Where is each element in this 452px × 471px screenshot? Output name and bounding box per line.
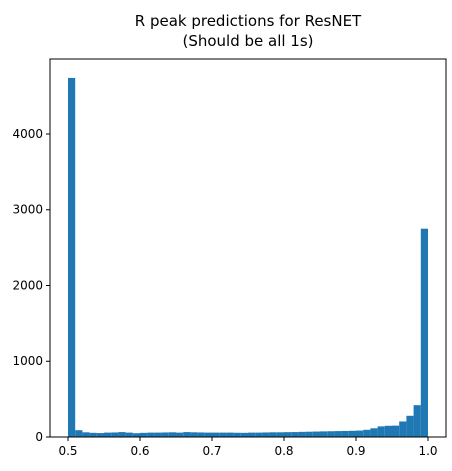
- histogram-bar: [240, 432, 248, 437]
- histogram-bar: [233, 432, 241, 437]
- x-tick-label: 0.6: [130, 444, 149, 458]
- histogram-bar: [168, 432, 176, 437]
- y-tick-label: 3000: [12, 203, 43, 217]
- histogram-bar: [327, 431, 335, 437]
- y-tick-label: 4000: [12, 127, 43, 141]
- histogram-bar: [291, 432, 299, 437]
- chart-title-line-2: (Should be all 1s): [182, 32, 313, 50]
- histogram-bar: [154, 432, 162, 437]
- plot-frame: [49, 58, 447, 438]
- histogram-bar: [190, 432, 198, 437]
- histogram-bars: [68, 77, 428, 438]
- histogram-bar: [305, 431, 313, 437]
- histogram-bar: [320, 431, 328, 437]
- histogram-bar: [413, 405, 421, 437]
- y-tick-label: 2000: [12, 278, 43, 292]
- histogram-bar: [298, 431, 306, 437]
- histogram-bar: [111, 432, 119, 437]
- histogram-bar: [197, 432, 205, 437]
- histogram-bar: [284, 432, 292, 437]
- histogram-bar: [312, 431, 320, 437]
- histogram-bar: [255, 432, 263, 437]
- x-tick-label: 0.5: [58, 444, 77, 458]
- histogram-bar: [334, 431, 342, 437]
- histogram-bar: [125, 432, 133, 437]
- histogram-bar: [363, 429, 371, 437]
- histogram-bar: [183, 432, 191, 437]
- histogram-bar: [269, 432, 277, 437]
- histogram-bar: [132, 433, 140, 437]
- x-tick-label: 1.0: [418, 444, 437, 458]
- histogram-bar: [96, 433, 104, 437]
- x-tick-label: 0.8: [274, 444, 293, 458]
- histogram-bar: [82, 432, 90, 437]
- histogram-bar: [89, 432, 97, 437]
- histogram-bar: [392, 425, 400, 437]
- histogram-bar: [262, 432, 270, 437]
- histogram-bar: [219, 432, 227, 437]
- histogram-bar: [420, 228, 428, 437]
- histogram-bar: [276, 432, 284, 437]
- histogram-bar: [356, 430, 364, 437]
- y-tick-label: 1000: [12, 354, 43, 368]
- histogram-bar: [161, 432, 169, 437]
- histogram-bar: [118, 432, 126, 437]
- chart-title-line-1: R peak predictions for ResNET: [135, 12, 362, 30]
- histogram-bar: [348, 430, 356, 437]
- histogram-bar: [212, 432, 220, 437]
- histogram-bar: [68, 77, 76, 438]
- y-tick-label: 0: [35, 430, 43, 444]
- histogram-bar: [341, 430, 349, 437]
- x-tick-label: 0.7: [202, 444, 221, 458]
- histogram-bar: [384, 425, 392, 437]
- histogram-bar: [204, 432, 212, 437]
- histogram-bar: [406, 415, 414, 437]
- histogram-bar: [104, 432, 112, 437]
- histogram-bar: [248, 432, 256, 437]
- histogram-bar: [377, 426, 385, 437]
- histogram-bar: [226, 432, 234, 437]
- histogram-bar: [370, 428, 378, 437]
- histogram-bar: [399, 421, 407, 437]
- x-tick-label: 0.9: [346, 444, 365, 458]
- histogram-bar: [140, 432, 148, 437]
- x-axis: 0.5 0.6 0.7 0.8 0.9 1.0: [58, 437, 438, 458]
- histogram-bar: [176, 432, 184, 437]
- histogram-bar: [147, 432, 155, 437]
- y-axis: 0 1000 2000 3000 4000: [12, 127, 50, 444]
- histogram-bar: [75, 430, 83, 437]
